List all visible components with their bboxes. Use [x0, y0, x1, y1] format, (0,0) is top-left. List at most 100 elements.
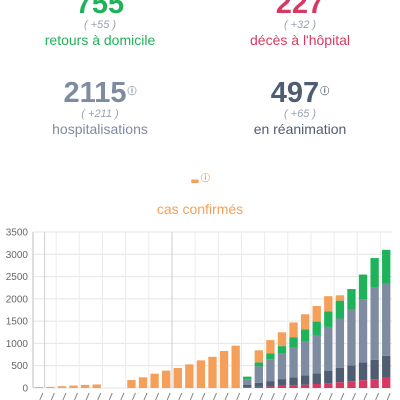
- x-tick: [363, 392, 368, 400]
- bar-segment-confirmed[interactable]: [80, 384, 90, 388]
- x-tick: [259, 392, 264, 400]
- bar-segment-home[interactable]: [300, 329, 310, 341]
- bar-segment-death[interactable]: [324, 383, 333, 388]
- bar-segment-confirmed[interactable]: [335, 295, 345, 301]
- bar-segment-death[interactable]: [312, 383, 321, 388]
- confirmed-label: cas confirmés: [156, 201, 244, 217]
- bar-segment-death[interactable]: [277, 385, 287, 388]
- bar-segment-rea[interactable]: [324, 370, 333, 384]
- bar-segment-confirmed[interactable]: [92, 384, 101, 388]
- reanimation-value-row: 497ⓘ: [200, 78, 400, 108]
- x-tick: [131, 392, 136, 400]
- bar-segment-confirmed[interactable]: [138, 377, 148, 388]
- x-tick: [386, 392, 391, 400]
- bar-segment-death[interactable]: [382, 377, 391, 388]
- bar-segment-hosp[interactable]: [243, 379, 252, 385]
- bar-segment-confirmed[interactable]: [162, 370, 171, 388]
- bar-segment-hosp[interactable]: [382, 283, 391, 356]
- bar-segment-confirmed[interactable]: [300, 314, 310, 330]
- bar-segment-rea[interactable]: [289, 377, 298, 386]
- bar-segment-death[interactable]: [254, 386, 263, 388]
- bar-segment-confirmed[interactable]: [69, 385, 78, 388]
- bar-segment-rea[interactable]: [335, 367, 345, 383]
- bar-segment-death[interactable]: [358, 380, 368, 388]
- bar-segment-home[interactable]: [335, 300, 345, 319]
- x-axis: [39, 392, 391, 400]
- bar-segment-rea[interactable]: [300, 375, 310, 385]
- bar-segment-hosp[interactable]: [289, 346, 298, 378]
- bar-segment-death[interactable]: [370, 379, 379, 388]
- bar-segment-confirmed[interactable]: [219, 351, 229, 388]
- bar-segment-rea[interactable]: [358, 362, 368, 381]
- bar-segment-home[interactable]: [324, 311, 333, 327]
- bar-segment-death[interactable]: [347, 381, 356, 388]
- bar-segment-confirmed[interactable]: [277, 332, 287, 347]
- x-tick: [50, 392, 55, 400]
- bar-segment-home[interactable]: [266, 353, 275, 360]
- bar-segment-confirmed[interactable]: [173, 367, 182, 388]
- bar-segment-rea[interactable]: [347, 365, 356, 382]
- bar-segment-confirmed[interactable]: [185, 364, 194, 388]
- bar-segment-hosp[interactable]: [370, 287, 379, 360]
- y-tick-label: 1000: [6, 339, 29, 350]
- bar-segment-hosp[interactable]: [266, 359, 275, 382]
- bar-segment-rea[interactable]: [277, 379, 287, 386]
- bar-segment-death[interactable]: [289, 385, 298, 388]
- bar-segment-rea[interactable]: [254, 382, 263, 387]
- bar-segment-home[interactable]: [370, 258, 379, 288]
- bar-segment-rea[interactable]: [382, 355, 391, 378]
- bar-segment-home[interactable]: [347, 289, 356, 310]
- bar-segment-confirmed[interactable]: [254, 350, 263, 363]
- bar-segment-home[interactable]: [277, 346, 287, 354]
- bar-segment-hosp[interactable]: [254, 366, 263, 383]
- bar-segment-confirmed[interactable]: [34, 387, 43, 388]
- bar-segment-death[interactable]: [335, 382, 345, 388]
- bar-segment-confirmed[interactable]: [150, 373, 159, 388]
- bar-segment-rea[interactable]: [243, 384, 252, 388]
- bar-segment-confirmed[interactable]: [57, 386, 67, 388]
- bar-segment-death[interactable]: [266, 386, 275, 388]
- bar-segment-home[interactable]: [358, 274, 368, 300]
- bar-segment-confirmed[interactable]: [127, 379, 136, 388]
- bar-segment-home[interactable]: [289, 337, 298, 347]
- bar-segment-hosp[interactable]: [335, 318, 345, 368]
- y-tick-label: 3500: [6, 228, 29, 239]
- bar-segment-rea[interactable]: [370, 359, 379, 380]
- x-tick: [247, 392, 252, 400]
- bar-segment-confirmed[interactable]: [196, 360, 206, 388]
- info-icon[interactable]: ⓘ: [200, 173, 210, 183]
- bar-segment-hosp[interactable]: [300, 340, 310, 376]
- bar-segment-confirmed[interactable]: [312, 305, 321, 322]
- x-tick: [201, 392, 206, 400]
- bar-segment-hosp[interactable]: [347, 309, 356, 366]
- bar-segment-home[interactable]: [243, 376, 252, 380]
- bar-segment-confirmed[interactable]: [289, 322, 298, 338]
- hospital-deaths-value: 227: [275, 0, 325, 20]
- bar-segment-home[interactable]: [312, 321, 321, 335]
- stat-home-returns: 755 ( +55 ) retours à domicile: [0, 0, 200, 48]
- info-icon[interactable]: ⓘ: [320, 86, 330, 96]
- bar-segment-hosp[interactable]: [312, 334, 321, 374]
- bar-segment-death[interactable]: [243, 387, 252, 388]
- stat-hospital-deaths: 227 ( +32 ) décès à l'hôpital: [200, 0, 400, 48]
- x-tick: [39, 392, 44, 400]
- bar-segment-confirmed[interactable]: [208, 356, 217, 388]
- bar-segment-rea[interactable]: [312, 373, 321, 384]
- y-axis: 0 500 1000 1500 2000 2500 3000 3500: [6, 228, 29, 395]
- bar-segment-hosp[interactable]: [277, 353, 287, 380]
- home-returns-label: retours à domicile: [44, 32, 156, 48]
- bar-segment-confirmed[interactable]: [46, 386, 55, 388]
- stat-hospitalisations: 2115ⓘ ( +211 ) hospitalisations: [0, 78, 200, 137]
- bar-segment-hosp[interactable]: [324, 326, 333, 371]
- chart-grid: [32, 231, 392, 389]
- bar-segment-home[interactable]: [382, 249, 391, 284]
- bar-segment-death[interactable]: [300, 384, 310, 388]
- bar-segment-rea[interactable]: [266, 381, 275, 387]
- bar-segment-home[interactable]: [254, 362, 263, 367]
- hospitalisations-value: 2115: [63, 77, 127, 109]
- bar-segment-confirmed[interactable]: [324, 296, 333, 312]
- bar-segment-confirmed[interactable]: [231, 345, 240, 388]
- info-icon[interactable]: ⓘ: [127, 86, 137, 96]
- bar-segment-hosp[interactable]: [358, 299, 368, 363]
- bar-segment-confirmed[interactable]: [266, 340, 275, 354]
